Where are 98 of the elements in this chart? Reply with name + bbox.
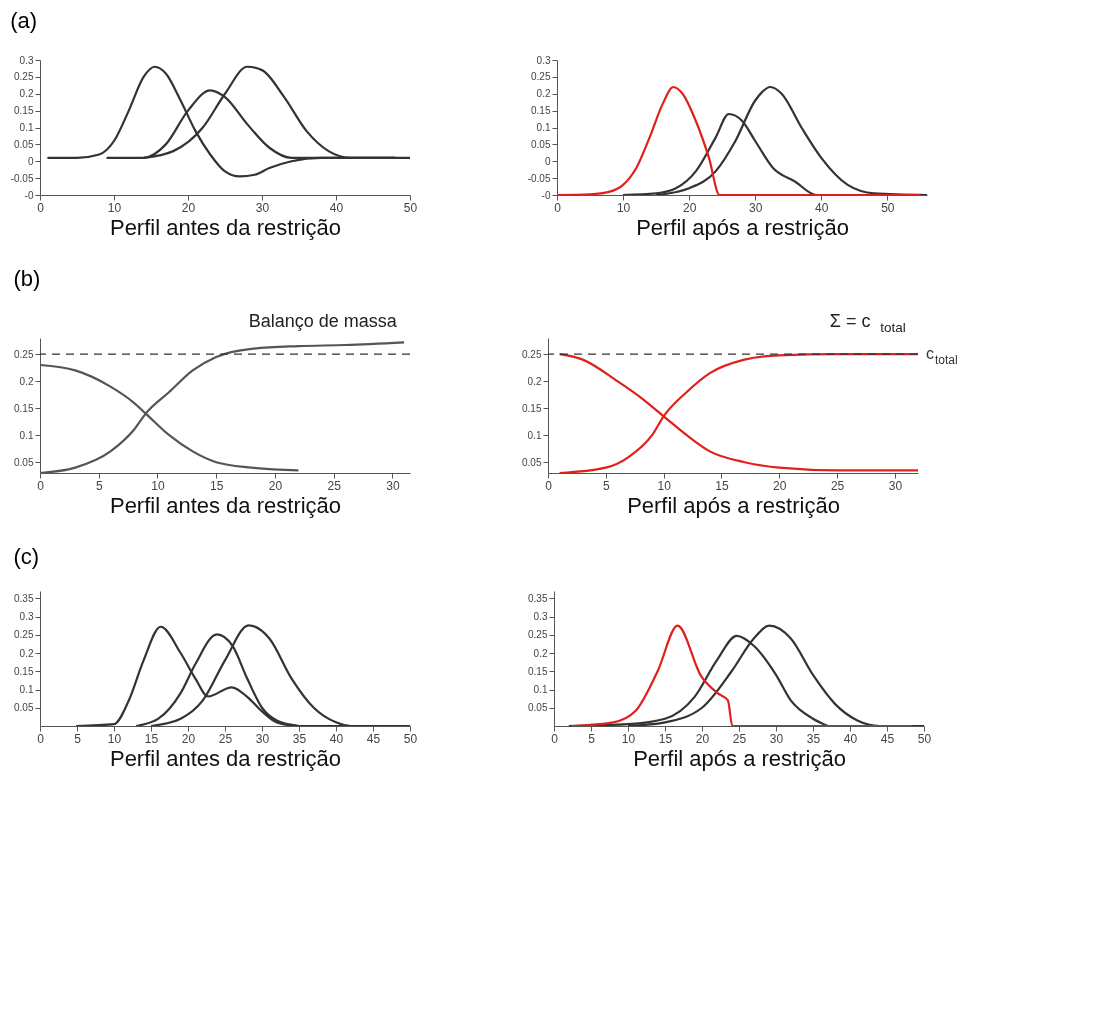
x-tick-label: 40 <box>329 200 344 215</box>
x-axis-title: Perfil após a restrição <box>636 214 849 240</box>
x-tick-label: 30 <box>255 200 270 215</box>
y-tick-label: 0 <box>27 155 34 167</box>
y-tick-label: 0.05 <box>14 138 34 150</box>
x-tick-label: 15 <box>210 478 224 493</box>
y-tick-label: 0.2 <box>19 88 34 100</box>
x-tick-label: 10 <box>107 731 122 746</box>
x-tick-label: 5 <box>588 731 596 746</box>
x-tick-label: 35 <box>806 731 821 746</box>
y-tick-label: -0 <box>24 189 34 201</box>
x-tick-label: 25 <box>218 731 233 746</box>
x-tick-label: 15 <box>144 731 159 746</box>
x-tick-label: 40 <box>843 731 858 746</box>
x-tick-label: 5 <box>95 478 103 493</box>
x-tick-label: 25 <box>327 478 342 493</box>
x-tick-label: 40 <box>329 731 344 746</box>
y-tick-label: 0.35 <box>14 592 34 604</box>
x-tick-label: 0 <box>37 200 45 215</box>
x-tick-label: 35 <box>292 731 307 746</box>
text: Balanço de massa <box>248 311 398 331</box>
x-tick-label: 0 <box>554 200 562 215</box>
x-tick-label: 30 <box>749 200 763 215</box>
y-tick-label: 0.15 <box>14 402 34 414</box>
y-tick-label: 0.05 <box>528 702 548 714</box>
y-tick-label: 0.05 <box>14 702 34 714</box>
y-tick-label: 0.15 <box>14 105 34 117</box>
y-tick-label: 0.2 <box>527 375 542 387</box>
x-axis-title: Perfil após a restrição <box>633 745 846 771</box>
x-tick-label: 10 <box>616 200 631 215</box>
x-tick-label: 20 <box>695 731 710 746</box>
x-axis-title: Perfil após a restrição <box>627 492 840 518</box>
y-tick-label: 0.3 <box>19 611 34 623</box>
x-tick-label: 20 <box>181 200 196 215</box>
x-tick-label: 20 <box>268 478 283 493</box>
y-tick-label: -0 <box>541 189 551 201</box>
x-tick-label: 50 <box>403 200 418 215</box>
x-tick-label: 40 <box>815 200 829 215</box>
x-tick-label: 0 <box>37 731 45 746</box>
y-tick-label: 0.1 <box>527 429 542 441</box>
x-tick-label: 15 <box>658 731 673 746</box>
y-tick-label: -0.05 <box>10 172 34 184</box>
x-axis-title: Perfil antes da restrição <box>109 492 342 518</box>
y-tick-label: 0.15 <box>522 402 542 414</box>
x-tick-label: 30 <box>888 478 903 493</box>
y-tick-label: 0.25 <box>14 348 34 360</box>
y-tick-label: 0.1 <box>19 429 34 441</box>
x-tick-label: 10 <box>107 200 122 215</box>
y-tick-label: 0.1 <box>533 684 548 696</box>
x-axis-title: Perfil antes da restrição <box>109 214 342 240</box>
y-tick-label: 0.2 <box>536 88 551 100</box>
y-tick-label: 0.2 <box>533 647 548 659</box>
x-tick-label: 10 <box>621 731 636 746</box>
y-tick-label: 0.05 <box>14 456 34 468</box>
x-tick-label: 5 <box>602 478 610 493</box>
x-tick-label: 15 <box>715 478 729 493</box>
y-tick-label: 0.25 <box>14 71 34 83</box>
x-tick-label: 20 <box>682 200 697 215</box>
y-tick-label: 0.15 <box>531 105 551 117</box>
y-tick-label: 0.1 <box>536 122 551 133</box>
x-tick-label: 50 <box>403 731 418 746</box>
y-tick-label: 0.25 <box>522 348 542 360</box>
x-tick-label: 5 <box>74 731 82 746</box>
x-tick-label: 10 <box>657 478 672 493</box>
y-tick-label: 0.15 <box>528 665 548 677</box>
x-tick-label: 10 <box>151 478 165 493</box>
x-tick-label: 25 <box>830 478 845 493</box>
x-axis-title: Perfil antes da restrição <box>109 745 342 771</box>
y-tick-label: 0.3 <box>533 611 548 623</box>
x-tick-label: 20 <box>181 731 196 746</box>
y-tick-label: 0.05 <box>531 138 551 150</box>
y-tick-label: -0.05 <box>527 172 551 184</box>
y-tick-label: 0.1 <box>19 684 34 696</box>
x-tick-label: 25 <box>732 731 747 746</box>
chart-title: (c) <box>13 544 40 569</box>
y-tick-label: 0.25 <box>528 629 548 641</box>
y-tick-label: 0.3 <box>19 54 34 66</box>
x-tick-label: 30 <box>386 478 400 493</box>
x-tick-label: 45 <box>880 731 895 746</box>
y-tick-label: 0.3 <box>536 54 551 66</box>
y-tick-label: 0.25 <box>14 629 34 641</box>
y-tick-label: 0.1 <box>19 122 34 133</box>
x-tick-label: 30 <box>255 731 270 746</box>
y-tick-label: 0.15 <box>14 665 34 677</box>
chart-title: (b) <box>13 266 41 291</box>
y-tick-label: 0 <box>544 155 551 167</box>
y-tick-label: 0.2 <box>19 375 34 387</box>
x-tick-label: 50 <box>917 731 932 746</box>
x-tick-label: 45 <box>366 731 381 746</box>
x-tick-label: 30 <box>769 731 784 746</box>
y-tick-label: 0.05 <box>522 456 542 468</box>
x-tick-label: 50 <box>881 200 895 215</box>
x-tick-label: 0 <box>37 478 45 493</box>
y-tick-label: 0.35 <box>528 592 548 604</box>
chart-title: (a) <box>10 8 38 33</box>
x-tick-label: 20 <box>773 478 787 493</box>
y-tick-label: 0.25 <box>531 71 551 83</box>
y-tick-label: 0.2 <box>19 647 34 659</box>
